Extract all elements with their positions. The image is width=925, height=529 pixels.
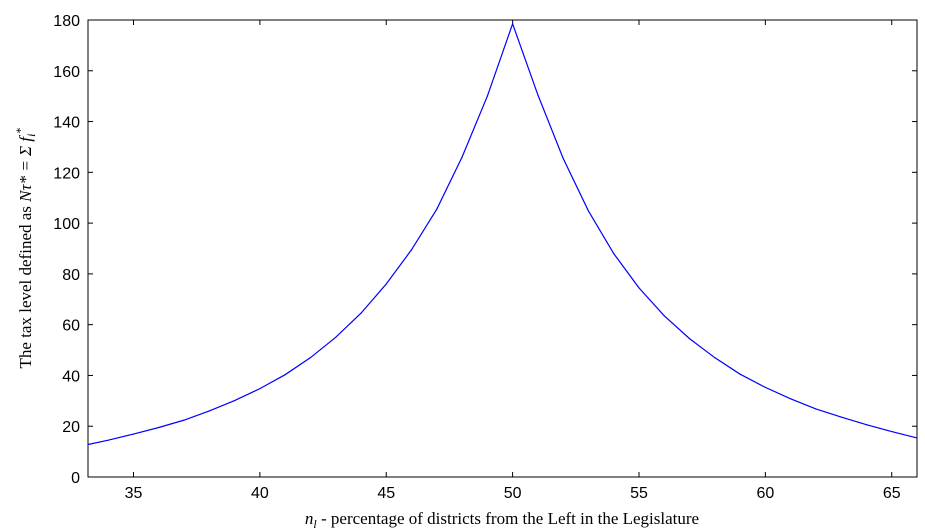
data-point — [158, 426, 160, 429]
data-point — [183, 419, 185, 421]
y-tick-label: 40 — [62, 368, 80, 385]
data-point — [512, 23, 514, 25]
x-tick-label: 40 — [251, 485, 269, 502]
data-point — [87, 443, 89, 446]
data-point — [790, 398, 792, 400]
data-point — [764, 386, 766, 388]
data-point — [436, 208, 438, 210]
data-point — [562, 157, 564, 159]
data-point — [840, 416, 842, 418]
data-point — [335, 336, 337, 338]
y-axis-ticks: 0 20 40 60 80 100 120 140 160 180 — [53, 13, 917, 487]
y-tick-label: 100 — [53, 216, 80, 233]
data-point — [714, 357, 716, 359]
data-point — [132, 433, 135, 435]
data-point — [410, 249, 413, 251]
data-point — [613, 252, 615, 255]
data-point — [233, 399, 236, 402]
x-tick-label: 35 — [125, 485, 143, 502]
data-point — [739, 373, 741, 375]
data-point — [259, 388, 261, 390]
data-point — [486, 95, 488, 97]
y-tick-label: 180 — [53, 13, 80, 30]
plot-frame — [87, 19, 918, 478]
y-tick-label: 160 — [53, 64, 80, 81]
data-point — [891, 430, 893, 433]
x-tick-label: 55 — [630, 485, 648, 502]
y-tick-label: 60 — [62, 318, 80, 335]
x-tick-label: 45 — [377, 485, 395, 502]
data-point — [663, 315, 665, 317]
data-point — [865, 424, 868, 426]
data-point — [107, 439, 109, 441]
data-point — [537, 94, 539, 96]
x-tick-label: 50 — [504, 485, 522, 502]
data-point — [208, 410, 210, 412]
x-axis-label: nl - percentage of districts from the Le… — [305, 509, 699, 529]
y-axis-label: The tax level defined as Nτ* = Σ fi* — [13, 128, 38, 369]
y-tick-label: 80 — [62, 267, 80, 284]
x-axis-ticks: 35 40 45 50 55 60 65 — [125, 20, 901, 502]
data-point — [385, 283, 387, 285]
x-tick-label: 60 — [756, 485, 774, 502]
data-point — [916, 437, 918, 439]
data-point — [461, 156, 463, 158]
data-point — [815, 408, 817, 410]
series-line — [87, 22, 918, 446]
y-tick-label: 140 — [53, 115, 80, 132]
y-tick-label: 0 — [71, 470, 80, 487]
data-point — [309, 357, 312, 359]
y-tick-label: 20 — [62, 419, 80, 436]
data-point — [638, 287, 640, 289]
y-tick-label: 120 — [53, 165, 80, 182]
data-point — [688, 338, 691, 340]
data-point — [360, 312, 362, 314]
data-point — [587, 210, 590, 212]
series-points — [87, 23, 918, 446]
data-point — [284, 374, 286, 376]
x-tick-label: 65 — [883, 485, 901, 502]
